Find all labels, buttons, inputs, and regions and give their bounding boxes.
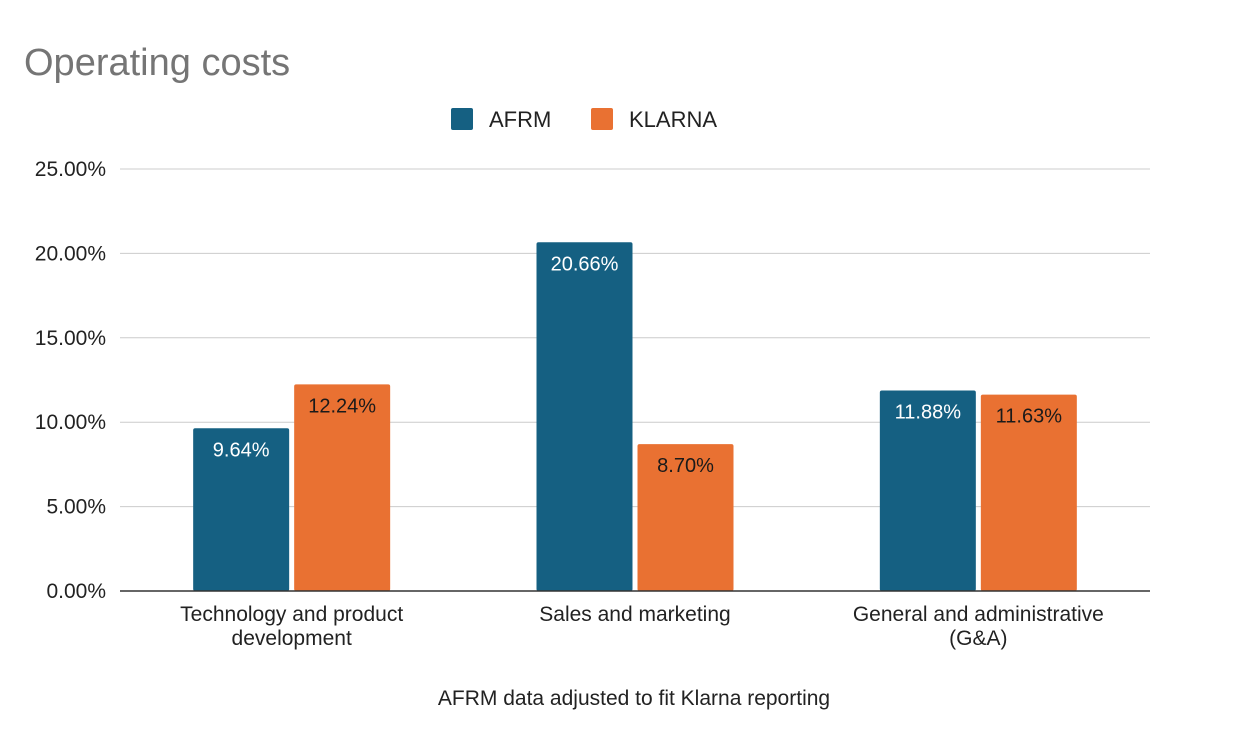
bars (193, 242, 1077, 591)
bar-data-label: 8.70% (657, 455, 714, 477)
y-tick-label: 0.00% (46, 580, 106, 603)
bar-afrm (879, 390, 976, 591)
x-tick-label: (G&A) (949, 627, 1007, 650)
y-tick-label: 20.00% (35, 242, 106, 265)
y-tick-label: 5.00% (46, 496, 106, 519)
legend-swatch-afrm (451, 108, 473, 130)
x-axis-title: AFRM data adjusted to fit Klarna reporti… (438, 687, 830, 710)
legend: AFRM KLARNA (451, 107, 717, 132)
x-tick-label: Sales and marketing (539, 603, 730, 626)
bar-klarna (294, 384, 391, 591)
bar-labels: 9.64% 12.24% 20.66% 8.70% 11.88% 11.63% (213, 253, 1062, 477)
y-tick-label: 25.00% (35, 158, 106, 181)
x-tick-label: Technology and product (180, 603, 403, 626)
gridlines (120, 168, 1150, 508)
bar-afrm (193, 428, 290, 591)
bar-afrm (536, 242, 633, 591)
bar-data-label: 11.63% (996, 406, 1063, 428)
bar-klarna (637, 444, 734, 591)
bar-data-label: 20.66% (551, 253, 619, 275)
legend-label-afrm: AFRM (489, 107, 551, 132)
legend-swatch-klarna (591, 108, 613, 130)
bar-data-label: 11.88% (895, 401, 962, 423)
chart-title: Operating costs (24, 42, 290, 84)
y-axis: 0.00% 5.00% 10.00% 15.00% 20.00% 25.00% (35, 158, 106, 603)
bar-klarna (980, 394, 1077, 591)
bar-data-label: 9.64% (213, 439, 270, 461)
bar-data-label: 12.24% (308, 395, 376, 417)
x-tick-label: General and administrative (853, 603, 1104, 626)
y-tick-label: 15.00% (35, 327, 106, 350)
legend-label-klarna: KLARNA (629, 107, 717, 132)
y-tick-label: 10.00% (35, 411, 106, 434)
x-tick-label: development (232, 627, 352, 650)
